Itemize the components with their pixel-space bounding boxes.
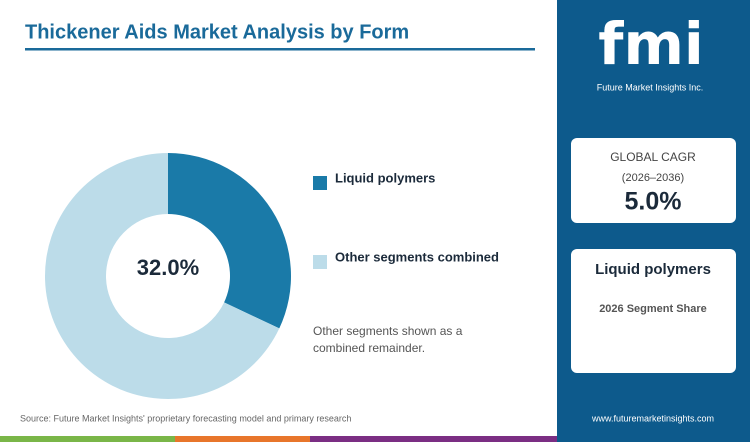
stripe bbox=[175, 436, 310, 442]
legend: Liquid polymers Other segments combined bbox=[313, 170, 499, 269]
cagr-card bbox=[571, 138, 736, 223]
slice bbox=[44, 153, 280, 399]
segment-card bbox=[571, 249, 736, 373]
legend-swatch bbox=[313, 176, 327, 190]
logo-caption: Future Market Insights Inc. bbox=[597, 82, 704, 92]
title-rule bbox=[25, 48, 535, 51]
segment-caption: 2026 Segment Share bbox=[599, 303, 707, 315]
cagr-period: (2026–2036) bbox=[622, 172, 684, 184]
segment-name: Liquid polymers bbox=[595, 261, 711, 278]
stripe bbox=[310, 436, 557, 442]
source: Source: Future Market Insights' propriet… bbox=[20, 413, 351, 423]
url: www.futuremarketinsights.com bbox=[591, 413, 714, 423]
note: Other segments shown as a combined remain… bbox=[313, 324, 463, 355]
chart-title: Thickener Aids Market Analysis by Form bbox=[25, 21, 409, 43]
stripe bbox=[0, 436, 175, 442]
slice bbox=[168, 153, 291, 329]
legend-label: Other segments combined bbox=[335, 249, 499, 264]
legend-label: Liquid polymers bbox=[335, 170, 435, 185]
logo: fmi bbox=[598, 10, 704, 78]
cagr-label: GLOBAL CAGR bbox=[610, 150, 696, 164]
center-label: 32.0% bbox=[137, 255, 199, 280]
cagr-value: 5.0% bbox=[625, 188, 682, 216]
donut bbox=[44, 153, 291, 399]
legend-swatch bbox=[313, 255, 327, 269]
